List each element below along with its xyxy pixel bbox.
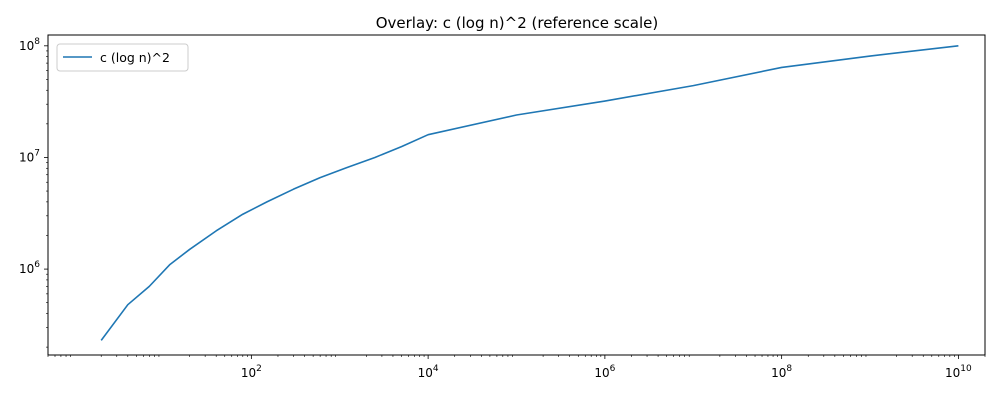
x-tick-label: 106 — [594, 364, 615, 380]
y-tick-label: 106 — [19, 260, 40, 276]
y-tick-label: 107 — [19, 148, 40, 164]
x-tick-label: 108 — [771, 364, 792, 380]
x-tick-label: 102 — [241, 364, 262, 380]
y-tick-label: 108 — [19, 37, 40, 53]
plot-frame — [47, 34, 986, 356]
chart-title: Overlay: c (log n)^2 (reference scale) — [376, 14, 659, 32]
legend-box — [56, 43, 189, 72]
series-line — [100, 45, 959, 341]
y-axis: 106 107 108 — [19, 37, 48, 348]
legend-label: c (log n)^2 — [100, 50, 170, 65]
series-layer — [100, 45, 959, 341]
x-axis: 102 104 106 108 1010 — [47, 355, 986, 380]
x-tick-label: 104 — [418, 364, 439, 380]
x-tick-label: 1010 — [945, 364, 972, 380]
legend: c (log n)^2 — [56, 43, 189, 72]
